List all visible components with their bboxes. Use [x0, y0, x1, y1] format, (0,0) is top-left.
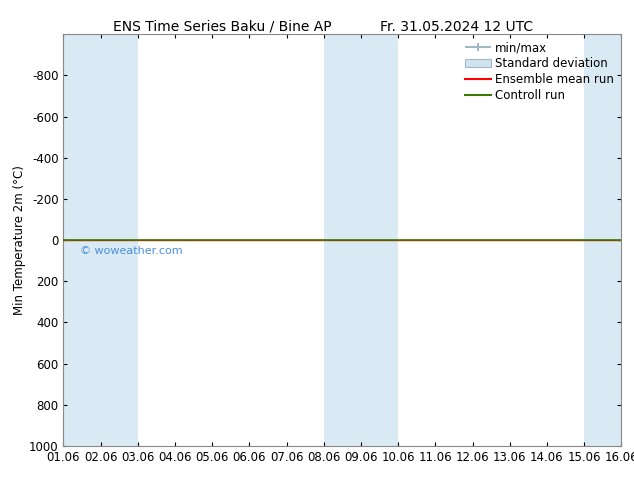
Bar [63, 34, 138, 446]
Legend: min/max, Standard deviation, Ensemble mean run, Controll run: min/max, Standard deviation, Ensemble me… [461, 38, 618, 106]
Text: Fr. 31.05.2024 12 UTC: Fr. 31.05.2024 12 UTC [380, 20, 533, 34]
Bar [584, 34, 621, 446]
Y-axis label: Min Temperature 2m (°C): Min Temperature 2m (°C) [13, 165, 26, 315]
Bar [324, 34, 398, 446]
Text: ENS Time Series Baku / Bine AP: ENS Time Series Baku / Bine AP [113, 20, 331, 34]
Text: © woweather.com: © woweather.com [80, 246, 183, 256]
